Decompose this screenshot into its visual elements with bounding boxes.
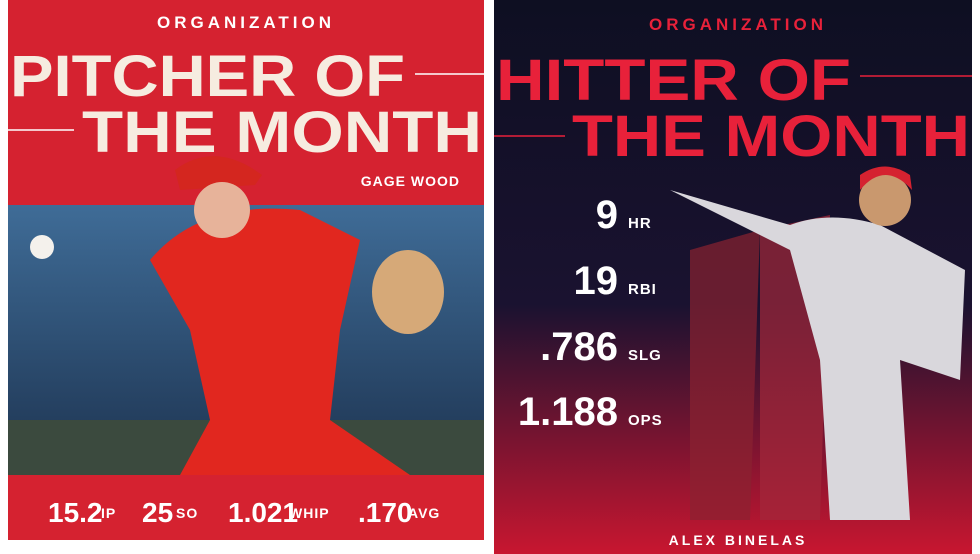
stat-value: .170 bbox=[358, 497, 413, 528]
stat-value: 1.021 bbox=[228, 497, 298, 528]
kicker: ORGANIZATION bbox=[649, 15, 827, 34]
title-line: THE MONTH bbox=[82, 100, 482, 165]
hitter-panel: ORGANIZATION HITTER OF THE MONTH 9 HR 19… bbox=[494, 0, 972, 554]
player-name: GAGE WOOD bbox=[361, 173, 460, 189]
photo-player bbox=[670, 190, 965, 520]
stat-label: RBI bbox=[628, 281, 657, 298]
stat: 9 HR 19 RBI .786 SLG 1.188 OPS bbox=[518, 193, 663, 434]
title-line: HITTER OF bbox=[496, 48, 851, 113]
stat-label: IP bbox=[101, 505, 116, 521]
photo-ghost bbox=[690, 230, 760, 520]
stat-value: 25 bbox=[142, 497, 173, 528]
stat-value: 19 bbox=[574, 259, 619, 303]
stat-label: WHIP bbox=[289, 505, 330, 521]
photo-cap bbox=[175, 156, 262, 190]
photo-face bbox=[194, 182, 250, 238]
photo-face bbox=[859, 174, 911, 226]
stat-value: 1.188 bbox=[518, 390, 618, 434]
photo-glove bbox=[372, 250, 444, 334]
stat-label: SO bbox=[176, 505, 198, 521]
pitcher-panel: ORGANIZATION PITCHER OF THE MONTH GAGE W… bbox=[8, 0, 484, 540]
stat-value: 9 bbox=[596, 193, 618, 237]
stat-label: AVG bbox=[408, 505, 440, 521]
photo-helmet bbox=[860, 166, 912, 190]
stat-value: .786 bbox=[540, 325, 618, 369]
title-line: PITCHER OF bbox=[10, 44, 405, 109]
stat-label: SLG bbox=[628, 347, 662, 364]
photo-ball bbox=[30, 235, 54, 259]
title-line: THE MONTH bbox=[572, 104, 970, 169]
stat-value: 15.2 bbox=[48, 497, 103, 528]
kicker: ORGANIZATION bbox=[157, 13, 335, 32]
stats-bar bbox=[8, 475, 484, 540]
player-name: ALEX BINELAS bbox=[669, 532, 808, 548]
stat: 15.2 IP 25 SO 1.021 WHIP .170 AVG bbox=[48, 497, 440, 528]
photo-player bbox=[150, 208, 410, 476]
stat-label: HR bbox=[628, 215, 652, 232]
stat-label: OPS bbox=[628, 412, 663, 429]
